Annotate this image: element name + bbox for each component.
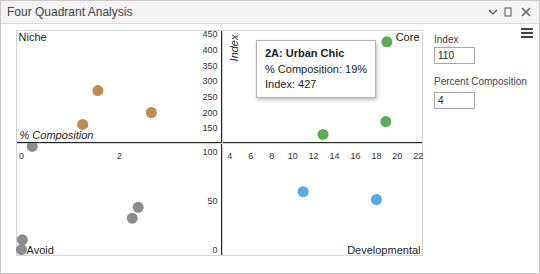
html-text:Percent Composition: Percent Composition bbox=[434, 76, 527, 87]
svg-text:Core: Core bbox=[396, 31, 420, 43]
svg-text:Niche: Niche bbox=[19, 31, 47, 43]
svg-text:14: 14 bbox=[330, 151, 340, 161]
svg-text:300: 300 bbox=[202, 76, 217, 86]
svg-text:2: 2 bbox=[117, 151, 122, 161]
svg-text:6: 6 bbox=[248, 151, 253, 161]
html-text:4: 4 bbox=[438, 95, 444, 106]
svg-text:450: 450 bbox=[202, 29, 217, 39]
svg-text:0: 0 bbox=[19, 151, 24, 161]
svg-text:20: 20 bbox=[392, 151, 402, 161]
html-text:% Composition: 19%: % Composition: 19% bbox=[265, 63, 368, 75]
svg-text:8: 8 bbox=[269, 151, 274, 161]
svg-text:16: 16 bbox=[350, 151, 360, 161]
svg-text:% Composition: % Composition bbox=[20, 129, 94, 141]
svg-text:150: 150 bbox=[202, 123, 217, 133]
html-text:Index: Index bbox=[434, 34, 459, 45]
svg-text:10: 10 bbox=[288, 151, 298, 161]
svg-text:50: 50 bbox=[207, 196, 217, 206]
svg-text:4: 4 bbox=[227, 151, 232, 161]
html-text:Four Quadrant Analysis: Four Quadrant Analysis bbox=[7, 5, 133, 19]
svg-text:22: 22 bbox=[413, 151, 423, 161]
svg-text:350: 350 bbox=[202, 61, 217, 71]
svg-text:Index: Index bbox=[228, 34, 240, 61]
html-text:110: 110 bbox=[438, 50, 454, 61]
svg-text:400: 400 bbox=[202, 45, 217, 55]
svg-text:100: 100 bbox=[202, 147, 217, 157]
svg-text:Avoid: Avoid bbox=[27, 244, 54, 256]
svg-text:Developmental: Developmental bbox=[347, 244, 420, 256]
svg-text:250: 250 bbox=[202, 92, 217, 102]
html-text:2A: Urban Chic: 2A: Urban Chic bbox=[265, 47, 345, 59]
svg-text:12: 12 bbox=[309, 151, 319, 161]
svg-text:18: 18 bbox=[371, 151, 381, 161]
svg-text:200: 200 bbox=[202, 108, 217, 118]
html-text:Index: 427: Index: 427 bbox=[265, 78, 317, 90]
svg-text:0: 0 bbox=[212, 245, 217, 255]
